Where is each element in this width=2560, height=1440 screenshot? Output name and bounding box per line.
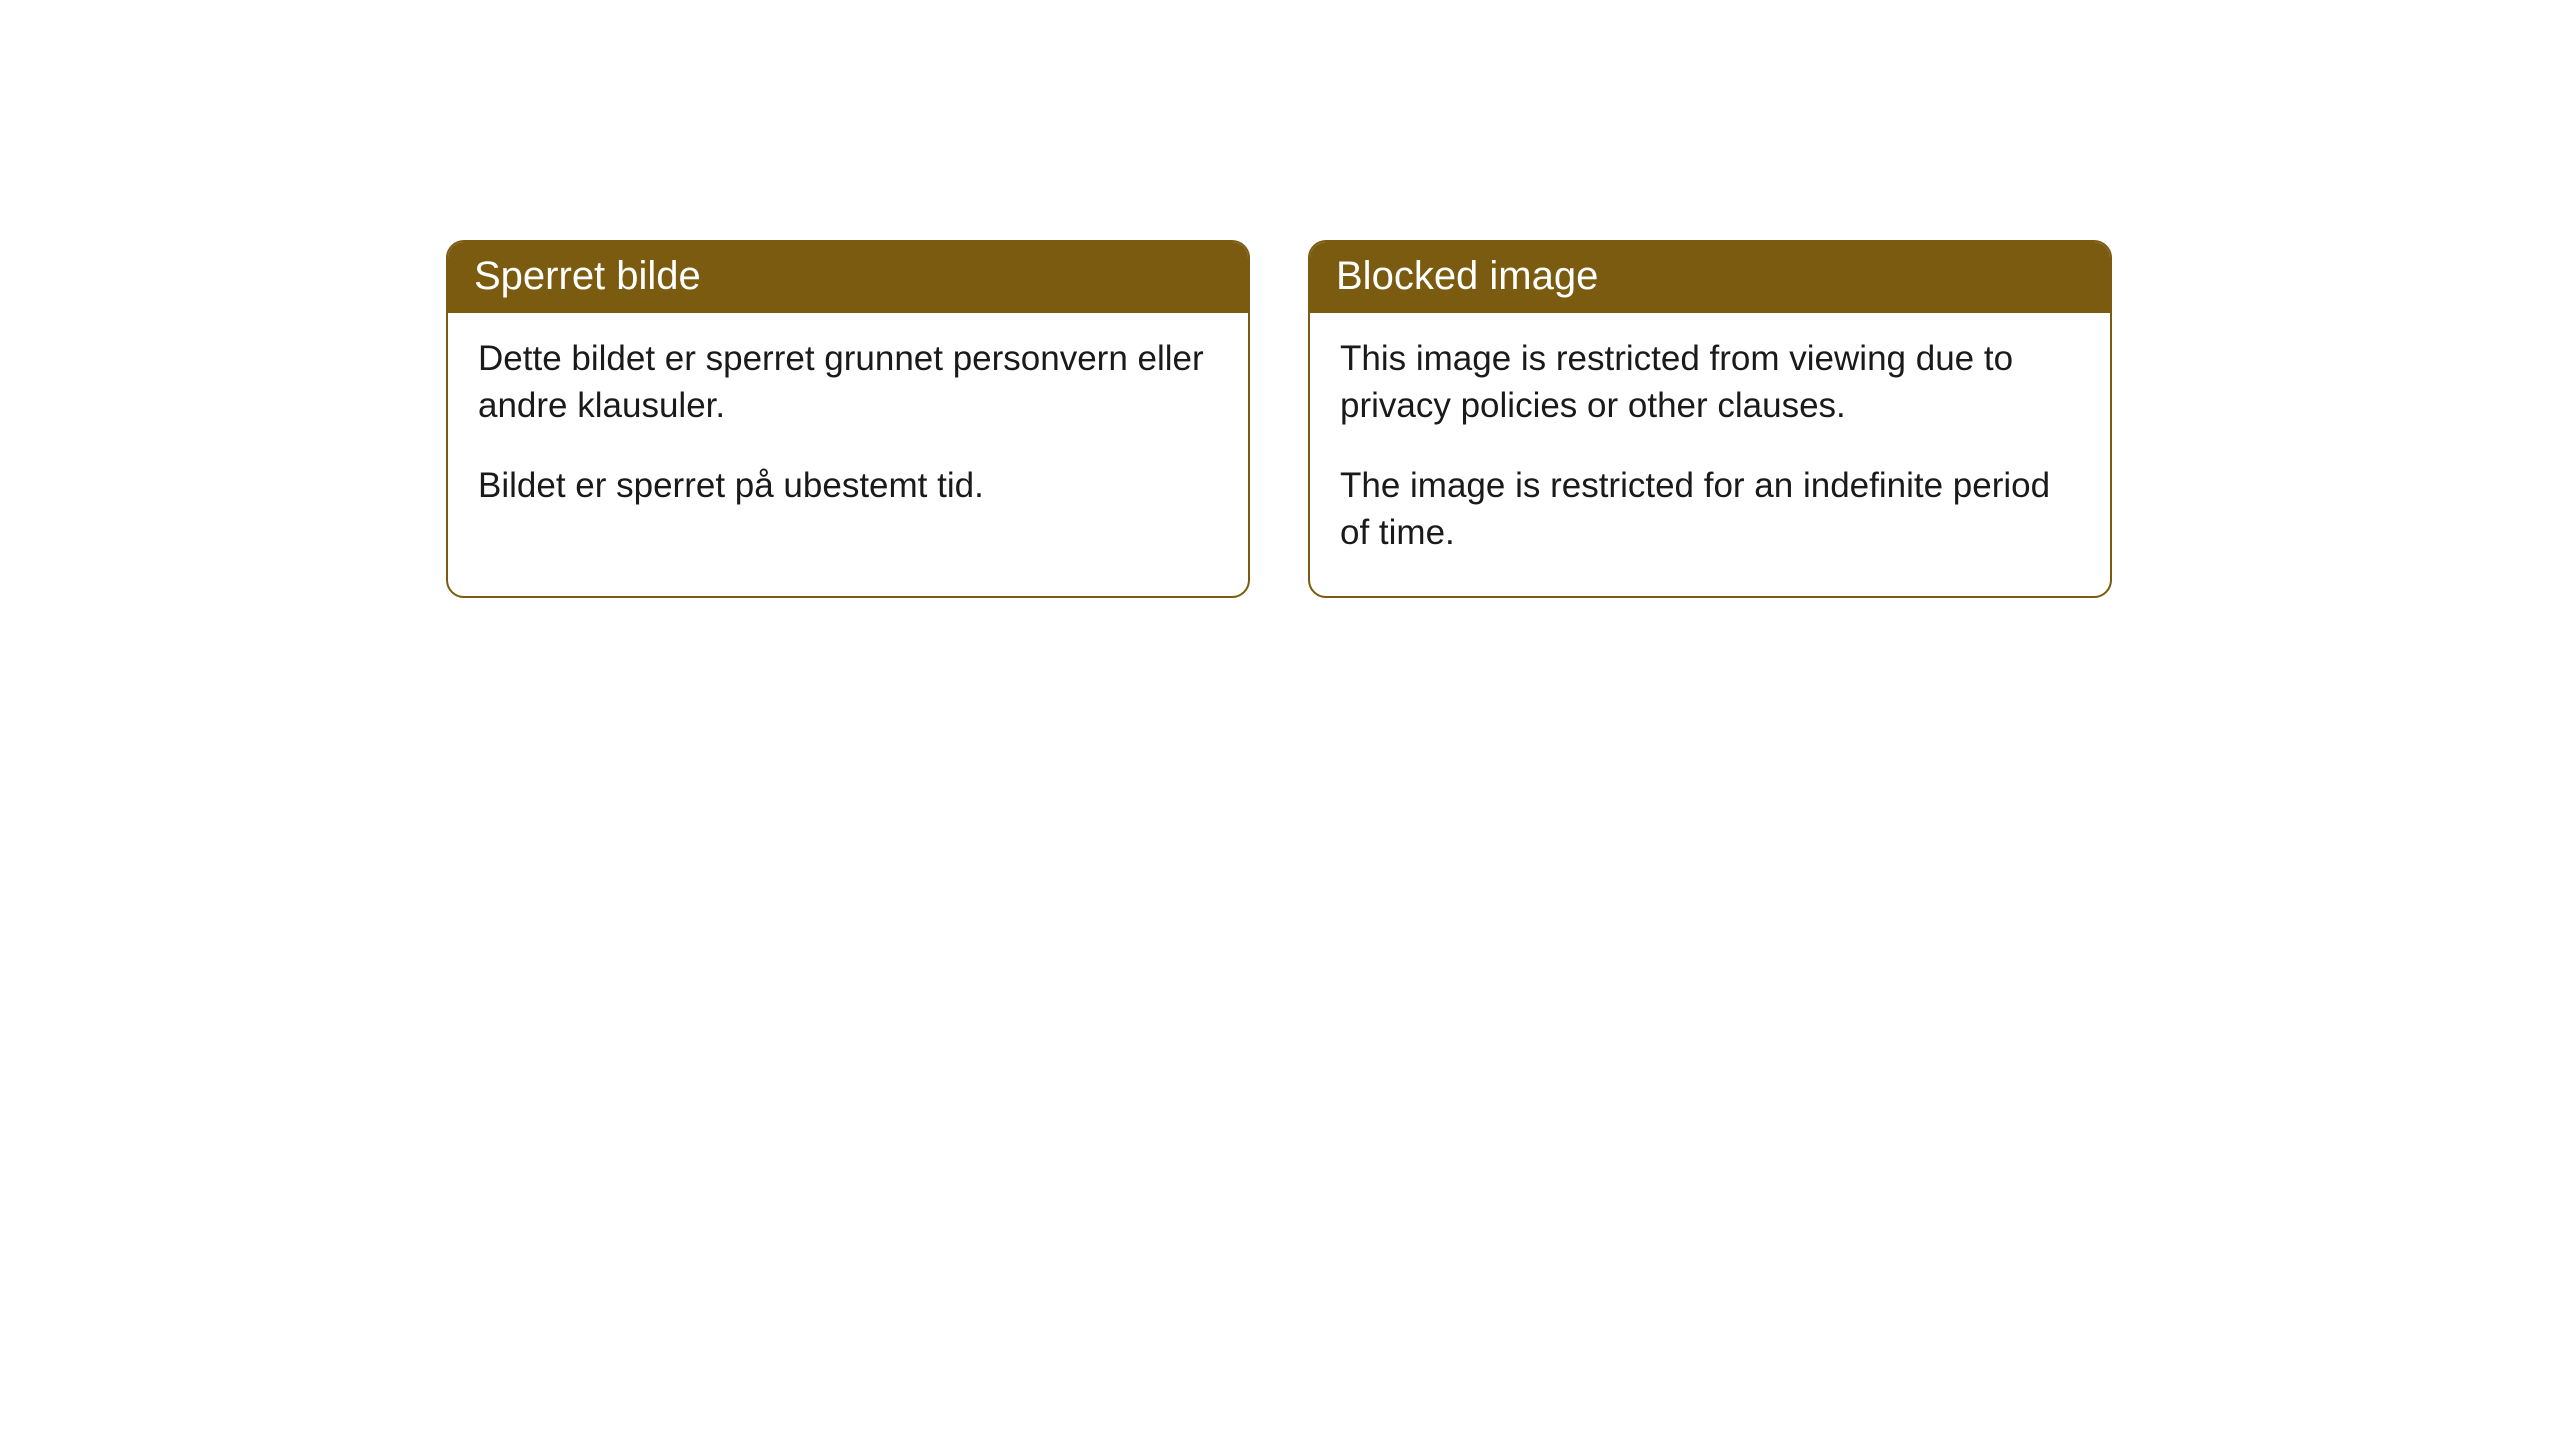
notice-paragraph-2-norwegian: Bildet er sperret på ubestemt tid. [478, 462, 1218, 509]
card-body-english: This image is restricted from viewing du… [1310, 313, 2110, 596]
blocked-image-card-norwegian: Sperret bilde Dette bildet er sperret gr… [446, 240, 1250, 598]
blocked-image-card-english: Blocked image This image is restricted f… [1308, 240, 2112, 598]
card-body-norwegian: Dette bildet er sperret grunnet personve… [448, 313, 1248, 549]
notice-paragraph-2-english: The image is restricted for an indefinit… [1340, 462, 2080, 557]
notice-paragraph-1-english: This image is restricted from viewing du… [1340, 335, 2080, 430]
notice-paragraph-1-norwegian: Dette bildet er sperret grunnet personve… [478, 335, 1218, 430]
notice-container: Sperret bilde Dette bildet er sperret gr… [0, 0, 2560, 598]
card-header-norwegian: Sperret bilde [448, 242, 1248, 313]
card-header-english: Blocked image [1310, 242, 2110, 313]
